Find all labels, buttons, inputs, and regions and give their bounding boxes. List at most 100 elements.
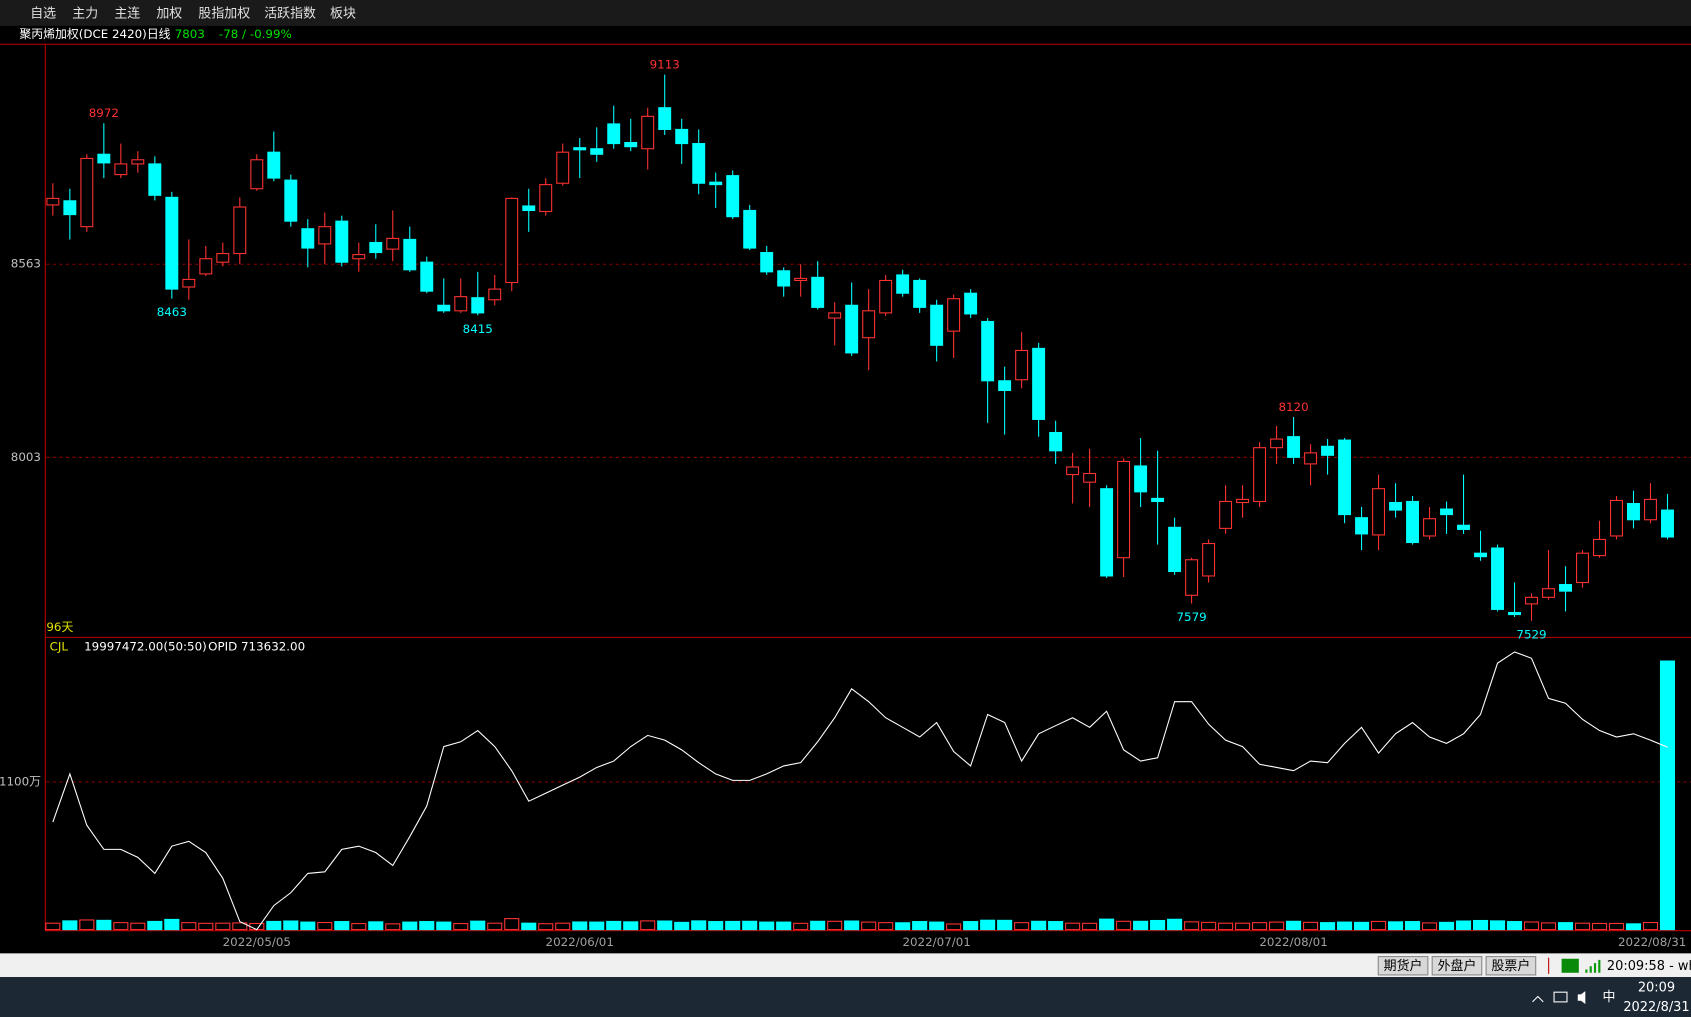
volume-bar bbox=[1252, 922, 1268, 931]
icon bbox=[1561, 958, 1579, 973]
volume-bar bbox=[266, 920, 282, 931]
volume-bar bbox=[895, 922, 911, 931]
candle-body bbox=[573, 147, 587, 151]
status-button[interactable] bbox=[1431, 956, 1483, 976]
volume-bar bbox=[215, 922, 231, 931]
volume-bar bbox=[436, 921, 452, 931]
candle-body bbox=[692, 143, 706, 184]
tray-arrow[interactable] bbox=[1532, 995, 1544, 1003]
volume-bar bbox=[708, 921, 724, 931]
volume-bar bbox=[96, 919, 112, 931]
volume-bar bbox=[147, 920, 163, 931]
volume-bar bbox=[1354, 921, 1370, 931]
volume-bar bbox=[1286, 920, 1302, 931]
oi-label: OPID 713632.00 bbox=[208, 640, 305, 654]
volume-bar bbox=[181, 922, 197, 931]
volume-bar bbox=[232, 922, 248, 931]
candle-body bbox=[845, 304, 859, 354]
candle-body bbox=[1287, 436, 1301, 458]
taskbar bbox=[0, 977, 1691, 1017]
candle-body bbox=[352, 254, 366, 260]
volume-bar bbox=[946, 923, 962, 931]
clock-date[interactable]: 2022/8/31 bbox=[1623, 1000, 1689, 1015]
status-button-label[interactable]: 外盘户 bbox=[1438, 958, 1477, 974]
ime[interactable]: 中 bbox=[1603, 990, 1616, 1005]
volume-bar bbox=[1167, 918, 1183, 931]
volume-bar bbox=[1201, 921, 1217, 931]
indicator-name: CJL bbox=[50, 640, 69, 654]
candle-body bbox=[216, 253, 230, 263]
candle-body bbox=[930, 304, 944, 346]
candle-body bbox=[1542, 588, 1555, 598]
candle-body bbox=[1236, 498, 1250, 504]
volume-bar bbox=[1371, 920, 1387, 931]
volume-bar bbox=[1388, 921, 1404, 931]
menu-item[interactable]: 主力 bbox=[72, 7, 98, 22]
volume-bar bbox=[1642, 921, 1659, 931]
candle-body bbox=[420, 261, 434, 292]
symbol: 聚丙烯加权(DCE 2420)日线 bbox=[19, 27, 170, 41]
status-button[interactable] bbox=[1485, 956, 1537, 976]
clock-time[interactable]: 20:09 bbox=[1638, 980, 1675, 995]
menu-item[interactable]: 板块 bbox=[330, 7, 356, 22]
candle-body bbox=[97, 153, 111, 164]
volume-bar bbox=[1506, 921, 1523, 931]
x-tick-label: 2022/07/01 bbox=[902, 935, 970, 949]
status-button-label[interactable]: 期货户 bbox=[1384, 958, 1423, 974]
menu-item[interactable]: 主连 bbox=[114, 6, 140, 22]
candle-body bbox=[63, 200, 77, 216]
volume-bar bbox=[963, 921, 979, 931]
volume-bar bbox=[844, 920, 860, 931]
menu-item[interactable]: 股指加权 bbox=[198, 6, 250, 22]
candle-body bbox=[522, 205, 536, 212]
volume-bar bbox=[317, 921, 333, 931]
candle-body bbox=[148, 163, 162, 196]
candle-body bbox=[233, 206, 247, 255]
volume-bar bbox=[300, 921, 316, 931]
candle-body bbox=[1015, 349, 1029, 381]
candle-body bbox=[1593, 538, 1606, 557]
volume-bar bbox=[1659, 660, 1676, 931]
volume-bar bbox=[912, 921, 928, 931]
volume-bar bbox=[334, 921, 350, 931]
volume-bar bbox=[776, 921, 792, 931]
volume-icon[interactable] bbox=[1577, 991, 1586, 1005]
volume-bar bbox=[79, 919, 95, 931]
menu-item[interactable]: 自选 bbox=[30, 7, 56, 22]
candle-body bbox=[403, 238, 417, 271]
status-button-label[interactable]: 股票户 bbox=[1491, 958, 1530, 974]
candle-body bbox=[114, 163, 128, 176]
volume-bar bbox=[1438, 921, 1455, 931]
candle-body bbox=[726, 175, 740, 218]
volume-bar bbox=[1235, 922, 1251, 931]
candle-body bbox=[981, 320, 995, 382]
candle-body bbox=[488, 288, 502, 301]
volume-bar bbox=[419, 921, 435, 931]
volume-bar bbox=[1303, 921, 1319, 931]
candle-body bbox=[964, 292, 978, 315]
status-time: 20:09:58 - wh bbox=[1607, 959, 1691, 974]
candle-body bbox=[1491, 547, 1504, 610]
extreme-label: 7579 bbox=[1177, 610, 1207, 624]
menu-item[interactable]: 加权 bbox=[156, 6, 182, 22]
extreme-label: 7529 bbox=[1516, 627, 1546, 641]
candle-body bbox=[505, 197, 519, 284]
candle-body bbox=[947, 298, 961, 332]
volume-bar bbox=[640, 920, 656, 931]
candle-body bbox=[1066, 466, 1080, 476]
candle-body bbox=[675, 128, 689, 145]
volume-bar bbox=[521, 922, 537, 931]
network-icon[interactable] bbox=[1553, 991, 1568, 1003]
volume-bar bbox=[130, 922, 146, 931]
volume-bar bbox=[1116, 920, 1132, 931]
menu-item[interactable]: 活跃指数 bbox=[264, 7, 316, 22]
candle-body bbox=[1202, 543, 1216, 577]
candle-body bbox=[471, 297, 485, 314]
status-button[interactable] bbox=[1377, 956, 1429, 976]
x-tick-label: 2022/05/05 bbox=[223, 935, 291, 949]
extreme-label: 8120 bbox=[1278, 400, 1308, 414]
candle-body bbox=[301, 228, 315, 249]
volume-bar bbox=[997, 919, 1013, 931]
candle-body bbox=[607, 123, 621, 145]
